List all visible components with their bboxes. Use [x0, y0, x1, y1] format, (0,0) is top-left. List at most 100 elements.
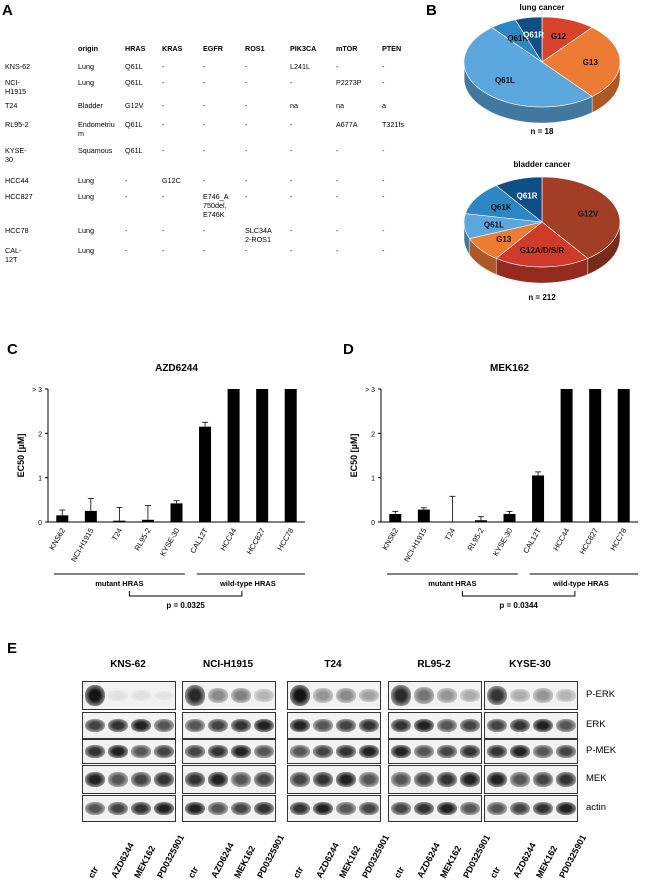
- table-header: KRAS: [162, 44, 183, 53]
- table-cell: -: [290, 78, 293, 87]
- table-header: origin: [78, 44, 98, 53]
- blot-strip: [287, 765, 381, 794]
- blot-strip: [82, 712, 176, 739]
- blot-strip: [182, 681, 276, 710]
- table-cell: -: [382, 146, 385, 155]
- blot-strip: [82, 739, 176, 764]
- blot-lane-label: PD0325901: [255, 833, 287, 880]
- x-tick-label: KNS62: [47, 527, 67, 552]
- table-cell: G12V: [125, 101, 144, 110]
- x-tick-label: HCC44: [218, 527, 238, 553]
- blot-lane-label: ctr: [392, 864, 407, 880]
- pie-slice-label: Q61L: [495, 76, 515, 85]
- table-cell: -: [290, 192, 293, 201]
- blot-band: [254, 745, 274, 758]
- blot-strip: [388, 739, 482, 764]
- table-cell: -: [203, 246, 206, 255]
- x-tick-label: HCC827: [578, 527, 600, 556]
- blot-band: [437, 718, 457, 733]
- x-tick-label: HCC827: [245, 527, 267, 556]
- blot-band: [460, 801, 480, 816]
- blot-band: [437, 772, 457, 787]
- blot-band: [313, 772, 333, 787]
- y-tick-label: 0: [371, 520, 375, 527]
- pie-title: lung cancer: [520, 3, 565, 12]
- table-cell: na: [336, 101, 344, 110]
- blot-band: [108, 745, 128, 758]
- blot-row-label: MEK: [586, 772, 607, 784]
- blot-cell-line-title: T24: [324, 659, 342, 670]
- table-cell: -: [245, 120, 248, 129]
- blot-band: [131, 801, 151, 816]
- blot-band: [336, 745, 356, 758]
- blot-band: [231, 718, 251, 733]
- blot-band: [414, 801, 434, 816]
- blot-band: [510, 772, 530, 787]
- table-cell: -: [382, 246, 385, 255]
- bar: [589, 389, 602, 522]
- x-tick-label: HCC44: [551, 527, 571, 553]
- y-tick-label: 2: [38, 431, 42, 438]
- blot-band: [487, 772, 507, 787]
- table-cell: -: [203, 78, 206, 87]
- table-cell: -: [245, 246, 248, 255]
- blot-band: [290, 801, 310, 816]
- pie-slice-label: G13: [583, 58, 599, 67]
- blot-band: [556, 772, 576, 787]
- table-cell: Lung: [78, 78, 94, 87]
- table-cell: -: [245, 146, 248, 155]
- panel-letter-d: D: [343, 341, 354, 358]
- blot-band: [336, 688, 356, 703]
- blot-band: [131, 718, 151, 733]
- blot-band: [533, 772, 553, 787]
- x-tick-label: KYSE-30: [491, 527, 514, 558]
- blot-band: [208, 688, 228, 703]
- x-tick-label: KYSE-30: [158, 527, 181, 558]
- blot-lane-label: PD0325901: [461, 833, 493, 880]
- table-cell: -: [162, 146, 165, 155]
- bar: [417, 509, 430, 522]
- table-cell: -: [382, 192, 385, 201]
- blot-band: [85, 801, 105, 816]
- table-row-name: KNS-62: [5, 62, 31, 71]
- significance-bracket: [128, 591, 243, 597]
- blot-band: [556, 801, 576, 816]
- blot-strip: [287, 681, 381, 710]
- panel-letter-a: A: [2, 2, 13, 19]
- bar: [560, 389, 573, 522]
- blot-band: [290, 718, 310, 733]
- blot-lane-label: ctr: [186, 864, 201, 880]
- pie-slice: [541, 176, 621, 259]
- table-cell: -: [203, 62, 206, 71]
- blot-band: [391, 772, 411, 787]
- blot-lane-label: PD0325901: [155, 833, 187, 880]
- table-cell: Q61L: [125, 120, 143, 129]
- table-row-name: HCC827: [5, 192, 33, 201]
- blot-strip: [82, 765, 176, 794]
- blot-band: [533, 745, 553, 758]
- table-cell: -: [382, 78, 385, 87]
- x-tick-label: T24: [110, 527, 124, 543]
- table-cell: G12C: [162, 176, 181, 185]
- blot-band: [290, 684, 310, 707]
- blot-band: [208, 718, 228, 733]
- bar: [446, 522, 459, 523]
- table-header: EGFR: [203, 44, 223, 53]
- table-cell: -: [245, 78, 248, 87]
- table-cell: Lung: [78, 62, 94, 71]
- blot-band: [460, 718, 480, 733]
- bar-chart-mek162: MEK162 0 1 2 > 3 EC50 [µM] KNS62 NCI-H1915 T24 RL…: [349, 363, 638, 610]
- y-tick-label: 2: [371, 431, 375, 438]
- table-cell: Lung: [78, 192, 94, 201]
- table-cell: Squamous: [78, 146, 113, 155]
- x-tick-label: RL95-2: [466, 527, 486, 553]
- y-tick-label: 1: [371, 476, 375, 483]
- blot-band: [208, 801, 228, 816]
- blot-band: [85, 745, 105, 758]
- blot-lane-label: ctr: [488, 864, 503, 880]
- table-header: HRAS: [125, 44, 146, 53]
- blot-band: [359, 688, 379, 703]
- chart-title: AZD6244: [155, 363, 198, 374]
- table-cell: -: [162, 78, 165, 87]
- table-row-name: HCC78: [5, 226, 29, 235]
